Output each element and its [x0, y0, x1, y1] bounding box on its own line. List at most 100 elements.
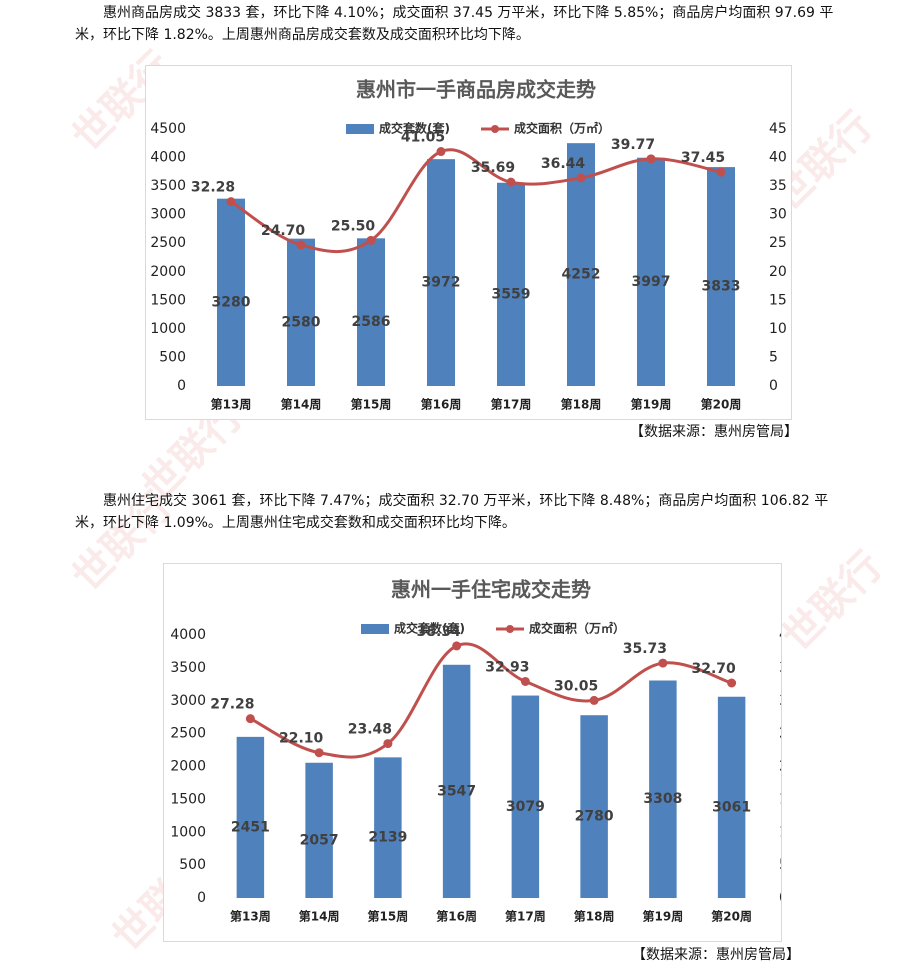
legend-swatch [361, 624, 389, 634]
x-tick-label: 第20周 [711, 909, 752, 924]
line-value-label: 32.28 [191, 180, 235, 196]
line-value-label: 32.93 [485, 659, 529, 675]
bar [442, 664, 471, 898]
line-point [589, 695, 599, 705]
bar [217, 198, 245, 386]
paragraph: 惠州商品房成交 3833 套，环比下降 4.10%；成交面积 37.45 万平米… [75, 5, 834, 43]
y2-tick-label: 40 [779, 627, 781, 643]
bar [374, 757, 402, 898]
line-value-label: 39.77 [611, 137, 655, 153]
line-point [576, 173, 586, 183]
line [249, 642, 733, 759]
x-tick-label: 第18周 [574, 909, 615, 924]
chart: 惠州一手住宅成交走势 0 500 1000 1500 2000 2500 3000 3500 40… [170, 578, 796, 924]
legend-label: 成交套数(套) [394, 621, 465, 636]
y2-tick-label: 45 [769, 121, 787, 137]
chart-frame: 惠州市一手商品房成交走势 0 500 1000 1500 2000 2500 3000 3500… [145, 65, 792, 420]
line-value-label: 41.05 [401, 130, 445, 146]
bar [287, 238, 315, 386]
source: 【数据来源：惠州房管局】 [630, 424, 798, 440]
bar-value-label: 2451 [231, 819, 270, 835]
legend-label: 成交面积（万㎡） [529, 621, 625, 636]
chart-frame: 惠州一手住宅成交走势 0 500 1000 1500 2000 2500 3000 3500 40… [163, 563, 797, 942]
x-tick-label: 第18周 [561, 397, 602, 412]
line-point [716, 167, 726, 177]
bar [357, 238, 385, 386]
y-tick-label: 1000 [150, 321, 186, 337]
line-value-label: 23.48 [348, 722, 392, 738]
bar-value-label: 3079 [506, 799, 545, 815]
bar-value-label: 3547 [437, 783, 476, 799]
x-tick-label: 第14周 [281, 397, 322, 412]
source: 【数据来源：惠州房管局】 [632, 947, 800, 963]
y-tick-label: 500 [159, 349, 186, 365]
bar [497, 182, 525, 386]
bar [649, 680, 677, 898]
line-value-label: 35.69 [471, 160, 515, 176]
x-tick-label: 第17周 [505, 909, 546, 924]
bar-value-label: 3280 [212, 294, 251, 310]
bar-value-label: 3833 [702, 279, 741, 295]
y-tick-label: 1500 [150, 292, 186, 308]
y2-tick-label: 0 [779, 890, 781, 906]
y-tick-label: 4500 [150, 121, 186, 137]
y2-tick-label: 15 [769, 292, 787, 308]
y2-tick-label: 20 [769, 264, 787, 280]
y2-tick-label: 35 [779, 660, 781, 676]
bar-value-label: 3997 [632, 274, 671, 290]
y2-tick-label: 5 [779, 857, 781, 873]
y2-tick-label: 20 [779, 759, 781, 775]
line-value-label: 27.28 [210, 697, 254, 713]
line-point [658, 658, 668, 668]
x-tick-label: 第14周 [299, 909, 340, 924]
y-tick-label: 3000 [170, 693, 206, 709]
y2-tick-label: 10 [779, 824, 781, 840]
bar [567, 143, 595, 386]
bar-value-label: 3559 [492, 286, 531, 302]
bar-value-label: 3061 [712, 799, 751, 815]
line-point [520, 676, 530, 686]
y-tick-label: 0 [177, 378, 186, 394]
chart: 惠州市一手商品房成交走势 0 500 1000 1500 2000 2500 3000 3500… [150, 78, 787, 412]
line-value-label: 36.44 [541, 156, 586, 172]
y2-tick-label: 0 [769, 378, 778, 394]
line-value-label: 37.45 [681, 150, 725, 166]
bar-value-label: 4252 [562, 267, 601, 283]
x-tick-label: 第15周 [351, 397, 392, 412]
legend-label: 成交面积（万㎡） [514, 121, 610, 136]
y-tick-label: 2000 [150, 264, 186, 280]
y-tick-label: 500 [179, 857, 206, 873]
line-value-label: 25.50 [331, 218, 376, 234]
bar [637, 157, 665, 386]
line-value-label: 35.73 [623, 641, 667, 657]
bar [427, 159, 455, 386]
legend-swatch [491, 125, 499, 133]
x-tick-label: 第15周 [368, 909, 409, 924]
x-tick-label: 第16周 [421, 397, 462, 412]
line-value-label: 30.05 [554, 678, 598, 694]
x-tick-label: 第13周 [230, 909, 271, 924]
watermark: 世联行 [774, 543, 892, 661]
y-tick-label: 3500 [150, 178, 186, 194]
x-tick-label: 第19周 [643, 909, 684, 924]
y-tick-label: 3000 [150, 207, 186, 223]
legend-swatch [346, 124, 374, 134]
chart-title: 惠州市一手商品房成交走势 [356, 78, 596, 102]
line-point [226, 197, 236, 207]
x-tick-label: 第17周 [491, 397, 532, 412]
line-value-label: 24.70 [261, 223, 306, 239]
x-tick-label: 第13周 [211, 397, 252, 412]
line-point [296, 240, 306, 250]
bar [717, 696, 746, 898]
y-tick-label: 2000 [170, 759, 206, 775]
bar [707, 167, 735, 386]
y2-tick-label: 35 [769, 178, 787, 194]
y2-tick-label: 25 [779, 726, 781, 742]
y-tick-label: 0 [197, 890, 206, 906]
bar-value-label: 3308 [643, 791, 682, 807]
y-tick-label: 2500 [150, 235, 186, 251]
y-tick-label: 2500 [170, 726, 206, 742]
y2-tick-label: 10 [769, 321, 787, 337]
bar [305, 762, 333, 898]
